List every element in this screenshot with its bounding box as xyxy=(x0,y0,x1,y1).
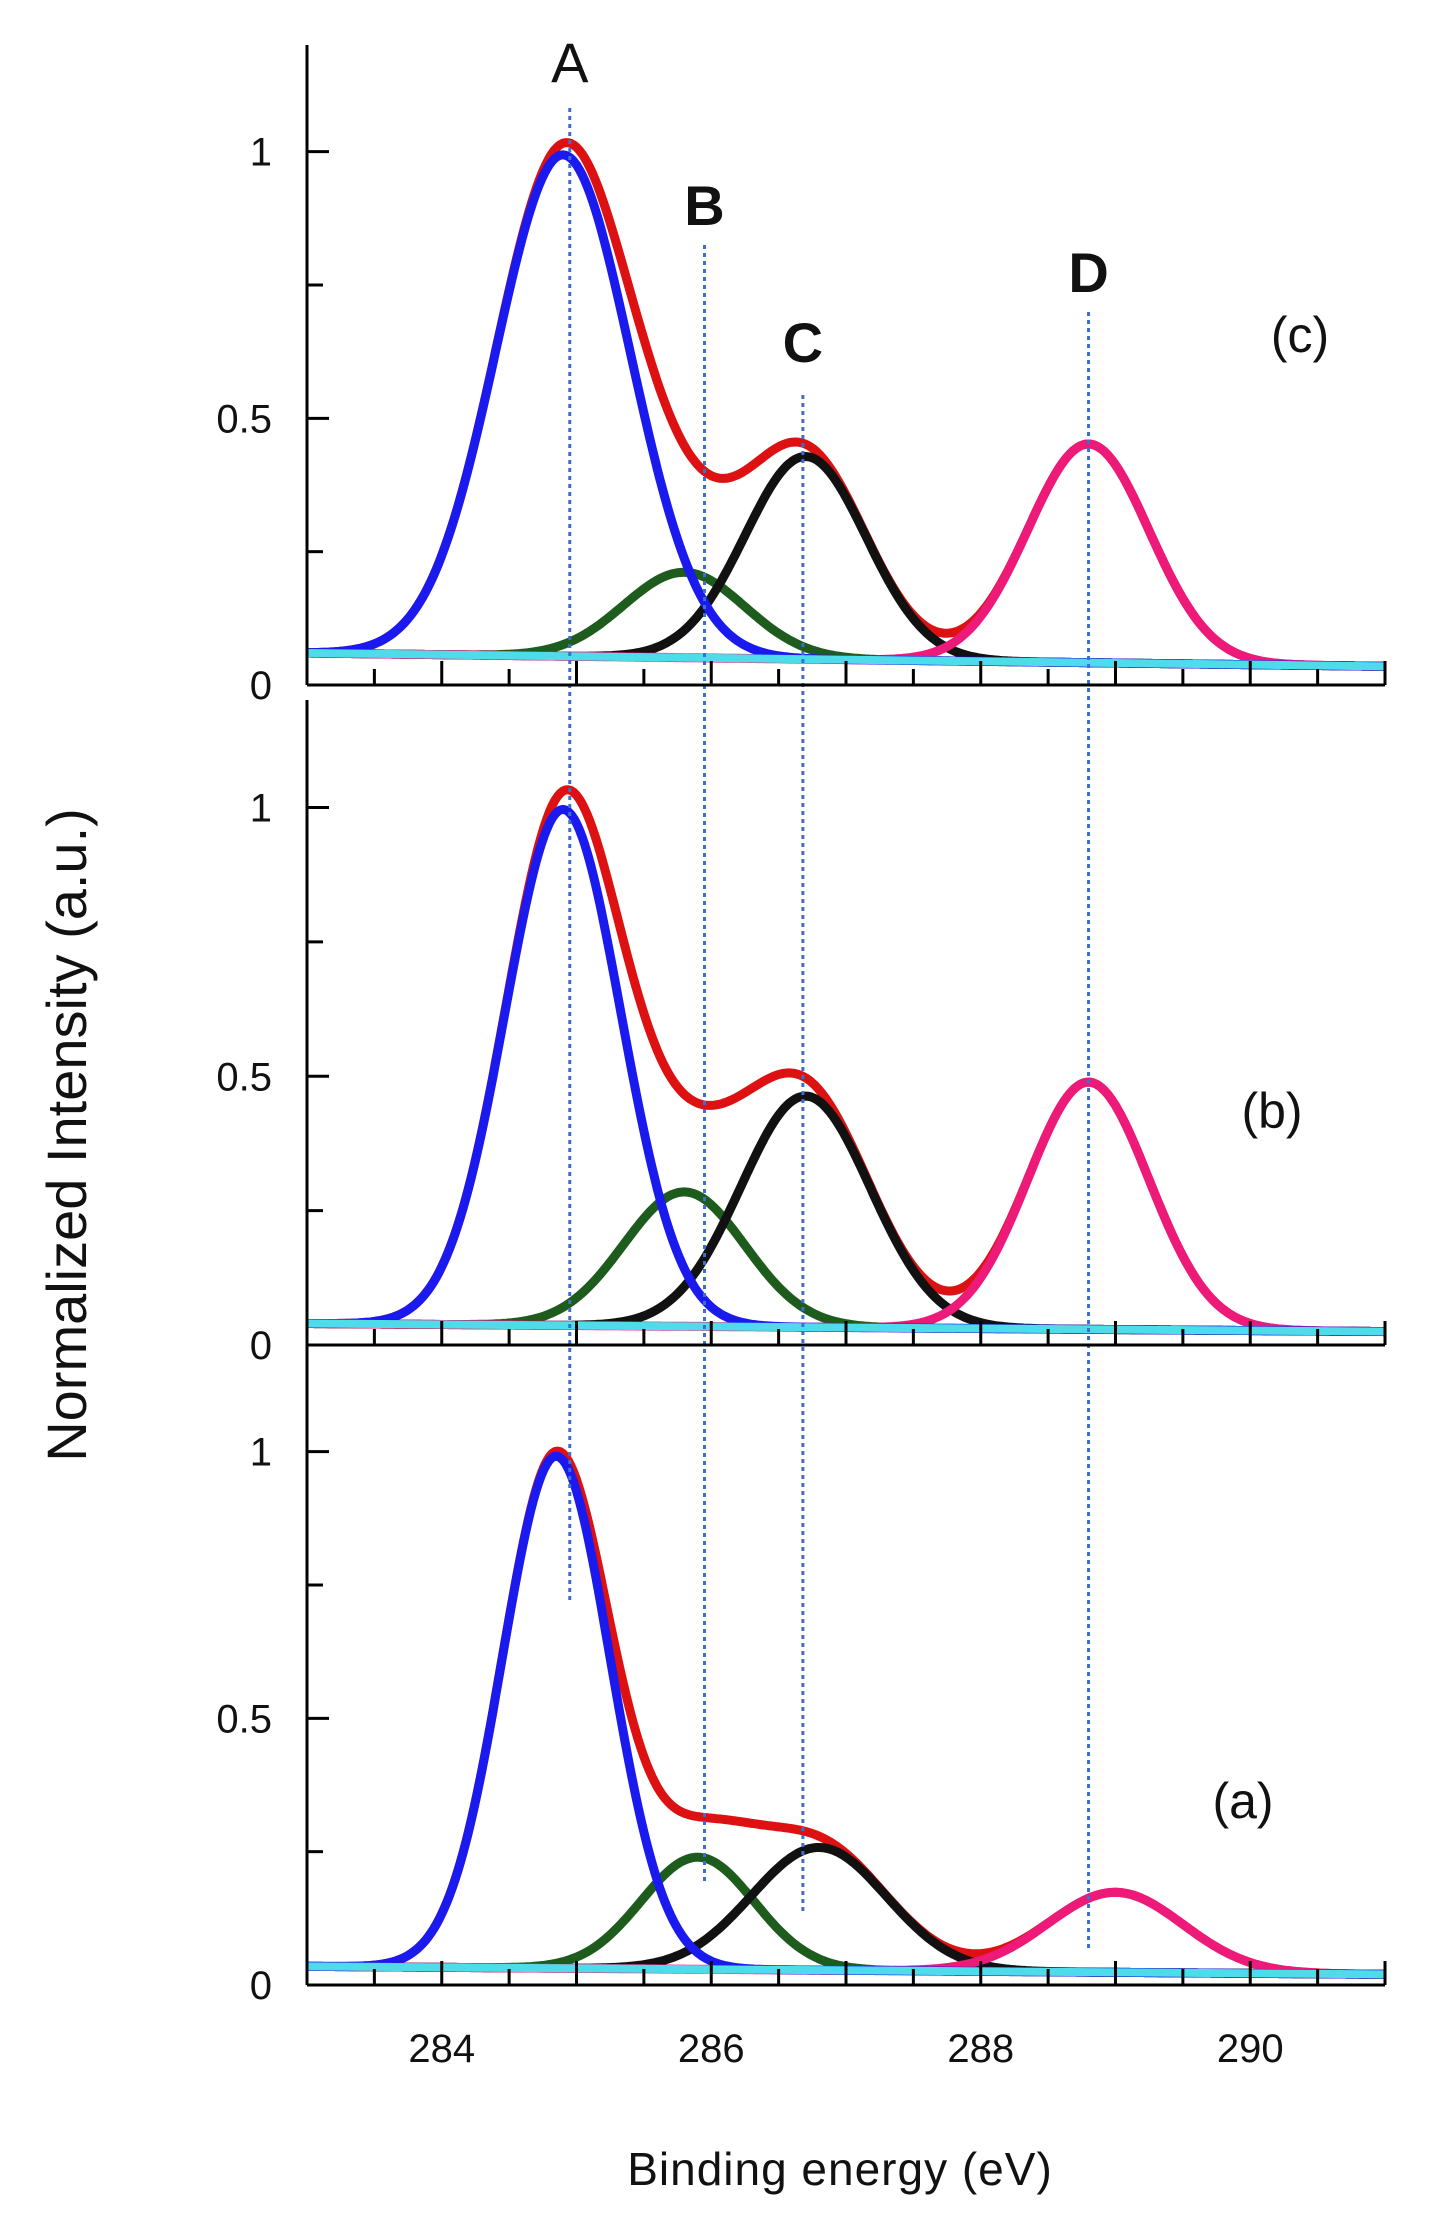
panel-a-envelope-curve xyxy=(305,1446,1387,1979)
y-axis-title: Normalized Intensity (a.u.) xyxy=(35,808,98,1462)
panel-c-y-tick-label: 0 xyxy=(250,664,272,708)
x-tick-label: 286 xyxy=(678,2027,745,2071)
panel-b-y-tick-label: 1 xyxy=(250,787,272,831)
marker-lines-layer xyxy=(568,108,1091,1948)
panel-b-peak-D-curve xyxy=(305,1077,1387,1337)
panel-a-y-tick-label: 1 xyxy=(250,1431,272,1475)
panel-b-y-tick-label: 0.5 xyxy=(216,1055,272,1099)
panel-b-peak-A-curve xyxy=(305,804,1387,1337)
panel-a-label: (a) xyxy=(1212,1773,1273,1829)
marker-A-label: A xyxy=(551,31,589,94)
axes-layer: 0 0.5 1 (c) 0 0.5 1 (b) 0 0.5 1 (a) 284 286 288 290 A B C D xyxy=(216,31,1387,2071)
panel-b-label: (b) xyxy=(1241,1083,1302,1139)
panel-c-label: (c) xyxy=(1271,307,1329,363)
panel-c-y-tick-label: 1 xyxy=(250,131,272,175)
panel-c-background-line xyxy=(306,649,1386,671)
x-tick-label: 290 xyxy=(1217,2027,1284,2071)
panel-c-peak-A-curve xyxy=(305,150,1387,671)
panel-a-y-tick-label: 0 xyxy=(250,1964,272,2008)
panel-c-y-tick-label: 0.5 xyxy=(216,397,272,441)
panel-a-y-tick-label: 0.5 xyxy=(216,1697,272,1741)
x-tick-label: 288 xyxy=(947,2027,1014,2071)
marker-D-label: D xyxy=(1068,241,1108,304)
panel-c-envelope-curve xyxy=(305,138,1387,671)
panel-b-y-tick-label: 0 xyxy=(250,1324,272,1368)
panel-a-peak-B-curve xyxy=(305,1852,1387,1979)
panel-b-peak-C-curve xyxy=(305,1091,1387,1337)
x-tick-label: 284 xyxy=(408,2027,475,2071)
panel-b-envelope-curve xyxy=(305,785,1387,1337)
x-axis-title: Binding energy (eV) xyxy=(627,2143,1053,2195)
curves-layer xyxy=(305,138,1387,1979)
marker-C-label: C xyxy=(783,311,823,374)
panel-a-peak-A-curve xyxy=(305,1451,1387,1979)
marker-B-label: B xyxy=(684,174,724,237)
